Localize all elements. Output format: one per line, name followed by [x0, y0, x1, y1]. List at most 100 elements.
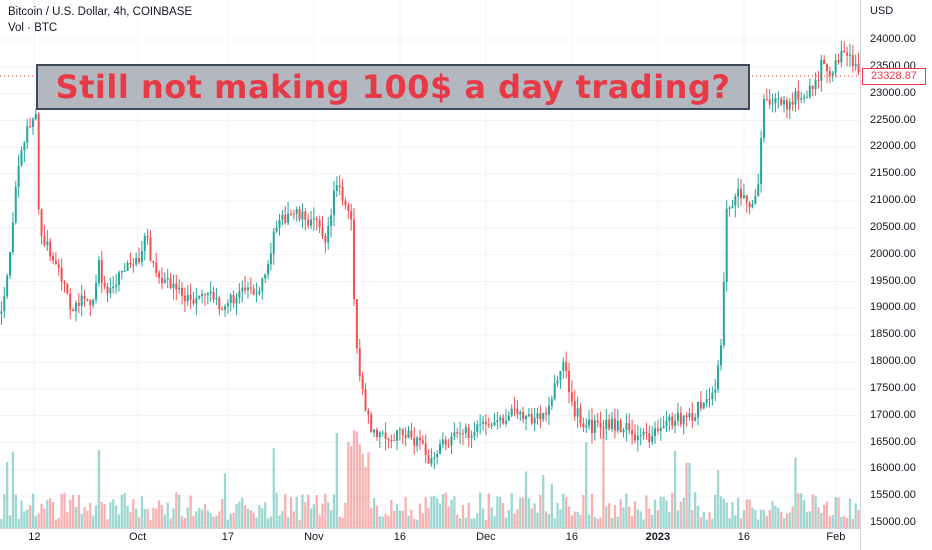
volume-bar — [524, 471, 528, 528]
candle-body — [507, 415, 510, 421]
candle-body — [295, 208, 298, 214]
volume-bar — [49, 497, 52, 528]
volume-bar — [731, 502, 734, 528]
symbol-title[interactable]: Bitcoin / U.S. Dollar, 4h, COINBASE — [8, 6, 193, 18]
volume-bar — [418, 503, 422, 528]
candle-body — [765, 98, 768, 100]
candle-body — [275, 227, 278, 232]
volume-bar — [318, 515, 321, 528]
volume-bar — [413, 518, 416, 528]
volume-bar — [519, 497, 522, 528]
candle-body — [129, 262, 132, 265]
candle-body — [367, 410, 370, 415]
volume-bar — [226, 519, 230, 528]
candle-body — [287, 213, 290, 223]
volume-bar — [286, 517, 290, 528]
candle-body — [175, 283, 178, 290]
candle-body — [17, 165, 20, 187]
volume-bar — [83, 507, 86, 528]
volume-bar — [516, 509, 519, 528]
candle-body — [373, 429, 376, 433]
volume-indicator-label[interactable]: Vol · BTC — [8, 22, 58, 34]
candle-body — [252, 288, 255, 295]
volume-bar — [544, 511, 548, 528]
candle-body — [430, 457, 433, 464]
volume-bar — [585, 442, 588, 528]
candle-body — [645, 432, 648, 434]
volume-bar — [137, 517, 141, 528]
volume-bar — [570, 515, 574, 528]
volume-bar — [0, 518, 3, 528]
volume-bar — [645, 495, 648, 528]
volume-bar — [780, 511, 783, 528]
candle-body — [725, 208, 728, 283]
candle-body — [774, 98, 777, 104]
volume-bar — [97, 449, 101, 528]
candle-body — [57, 264, 60, 268]
volume-bar — [513, 513, 516, 528]
candle-body — [444, 439, 447, 446]
volume-bar — [510, 493, 513, 528]
candle-body — [797, 91, 800, 100]
candle-body — [375, 429, 378, 437]
candle-body — [421, 440, 424, 444]
candle-body — [665, 420, 668, 427]
volume-bar — [848, 498, 852, 528]
volume-bar — [329, 510, 333, 528]
candle-body — [550, 399, 553, 406]
volume-bar — [794, 457, 797, 528]
volume-bar — [264, 502, 267, 528]
volume-bar — [719, 496, 723, 528]
candle-body — [3, 295, 6, 312]
candle-body — [416, 437, 419, 446]
candle-body — [642, 432, 645, 436]
volume-bar — [298, 519, 301, 528]
volume-bar — [11, 451, 15, 528]
candle-body — [324, 236, 327, 243]
volume-bar — [688, 462, 691, 528]
price-tick-label: 16500.00 — [870, 435, 916, 448]
candle-body — [648, 433, 651, 442]
candle-body — [398, 429, 401, 431]
volume-bar — [28, 505, 32, 528]
volume-bar — [633, 501, 637, 528]
volume-bar — [777, 508, 780, 528]
volume-bar — [828, 516, 832, 528]
candle-body — [123, 271, 126, 273]
candle-body — [54, 260, 57, 265]
volume-bar — [266, 518, 270, 528]
candle-body — [100, 260, 103, 283]
candle-body — [599, 422, 602, 428]
candle-body — [757, 184, 760, 197]
candle-body — [6, 275, 9, 296]
candle-body — [708, 398, 711, 400]
candle-body — [278, 219, 281, 228]
candle-body — [172, 283, 175, 288]
candle-body — [504, 420, 507, 424]
volume-bar — [375, 505, 379, 528]
candle-body — [433, 457, 436, 459]
candle-body — [427, 455, 430, 464]
volume-bar — [722, 498, 725, 528]
volume-bar — [14, 494, 17, 528]
candle-body — [312, 218, 315, 220]
volume-bar — [6, 461, 9, 528]
candle-body — [109, 288, 112, 294]
candle-body — [34, 113, 37, 120]
candle-body — [459, 433, 462, 435]
volume-bar — [759, 509, 763, 528]
volume-bar — [536, 512, 539, 528]
volume-bar — [608, 503, 611, 528]
currency-label[interactable]: USD — [870, 5, 894, 17]
candle-body — [705, 398, 708, 403]
candle-body — [410, 430, 413, 438]
candle-body — [338, 185, 341, 187]
volume-bar — [252, 512, 255, 528]
volume-bar — [582, 494, 585, 528]
candle-body — [77, 302, 80, 306]
volume-bar — [834, 497, 837, 528]
volume-bar — [487, 493, 490, 528]
volume-bar — [464, 517, 467, 528]
candle-body — [579, 408, 582, 424]
